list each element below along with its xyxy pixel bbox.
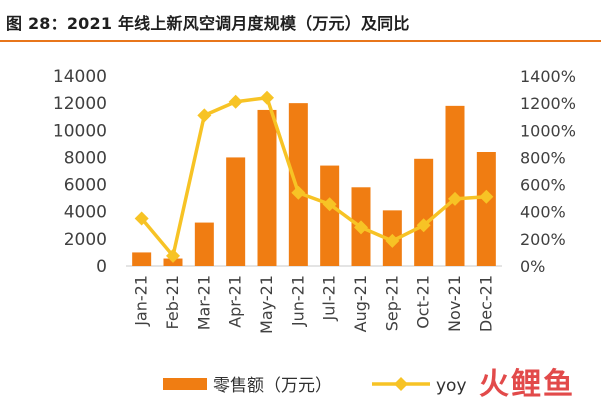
right-axis-ticks: 0% 200% 400% 600% 800% 1000% 1200% 1400% <box>520 67 576 276</box>
x-tick-label: Jan-21 <box>132 275 151 327</box>
left-tick-label: 4000 <box>64 203 107 223</box>
x-tick-label: Mar-21 <box>194 275 213 330</box>
right-tick-label: 1000% <box>520 121 576 140</box>
x-tick-label: May-21 <box>257 275 276 334</box>
x-tick-label: Dec-21 <box>476 275 495 332</box>
right-tick-label: 0% <box>520 257 545 276</box>
bar <box>476 152 496 266</box>
bar-series <box>132 103 496 267</box>
yoy-point <box>448 191 462 206</box>
bar <box>288 103 308 267</box>
legend-line-label: yoy <box>436 376 467 396</box>
right-tick-label: 800% <box>520 148 566 167</box>
x-axis-ticks: Jan-21 Feb-21 Mar-21 Apr-21 May-21 Jun-21 Jul-… <box>132 275 496 334</box>
bar <box>445 105 465 266</box>
x-tick-label: Feb-21 <box>163 275 182 329</box>
line-series <box>134 90 494 263</box>
yoy-point <box>166 248 180 263</box>
yoy-point <box>416 218 431 233</box>
watermark-logo: 火鲤鱼 <box>479 367 575 402</box>
left-tick-label: 2000 <box>64 230 107 250</box>
right-tick-label: 1200% <box>520 94 576 113</box>
bar <box>194 222 214 266</box>
legend: 零售额（万元） yoy <box>163 376 467 396</box>
right-tick-label: 1400% <box>520 67 576 86</box>
bar <box>257 109 277 266</box>
yoy-point <box>322 197 337 212</box>
left-tick-label: 8000 <box>64 148 107 168</box>
title-rule <box>0 40 601 42</box>
bar <box>320 165 340 266</box>
yoy-line <box>140 95 487 258</box>
bar <box>414 158 434 266</box>
yoy-point <box>228 94 243 109</box>
legend-line-marker <box>394 377 408 391</box>
yoy-point <box>291 185 306 200</box>
left-tick-label: 10000 <box>53 121 107 141</box>
left-axis-ticks: 0 2000 4000 6000 8000 10000 12000 14000 <box>53 67 107 277</box>
x-tick-label: Jun-21 <box>288 275 307 327</box>
x-tick-label: Sep-21 <box>382 275 401 331</box>
x-tick-label: Aug-21 <box>351 275 370 332</box>
left-tick-label: 12000 <box>53 94 107 114</box>
legend-bar-label: 零售额（万元） <box>213 376 332 396</box>
left-tick-label: 0 <box>96 257 107 277</box>
left-tick-label: 14000 <box>53 67 107 87</box>
right-tick-label: 200% <box>520 230 566 249</box>
yoy-point <box>479 189 494 204</box>
yoy-point <box>260 90 274 105</box>
x-tick-label: Jul-21 <box>320 275 339 321</box>
bar <box>226 157 246 266</box>
x-tick-label: Oct-21 <box>414 275 433 329</box>
legend-bar-swatch <box>163 378 207 390</box>
right-tick-label: 400% <box>520 203 566 222</box>
yoy-point <box>197 108 212 123</box>
yoy-point <box>354 220 368 235</box>
bar <box>132 252 152 266</box>
right-tick-label: 600% <box>520 176 566 195</box>
chart-title: 图 28：2021 年线上新风空调月度规模（万元）及同比 <box>6 14 410 33</box>
left-tick-label: 6000 <box>64 176 107 196</box>
yoy-point <box>385 233 400 248</box>
yoy-point <box>134 211 149 226</box>
x-tick-label: Nov-21 <box>445 275 464 332</box>
x-tick-label: Apr-21 <box>226 275 245 328</box>
